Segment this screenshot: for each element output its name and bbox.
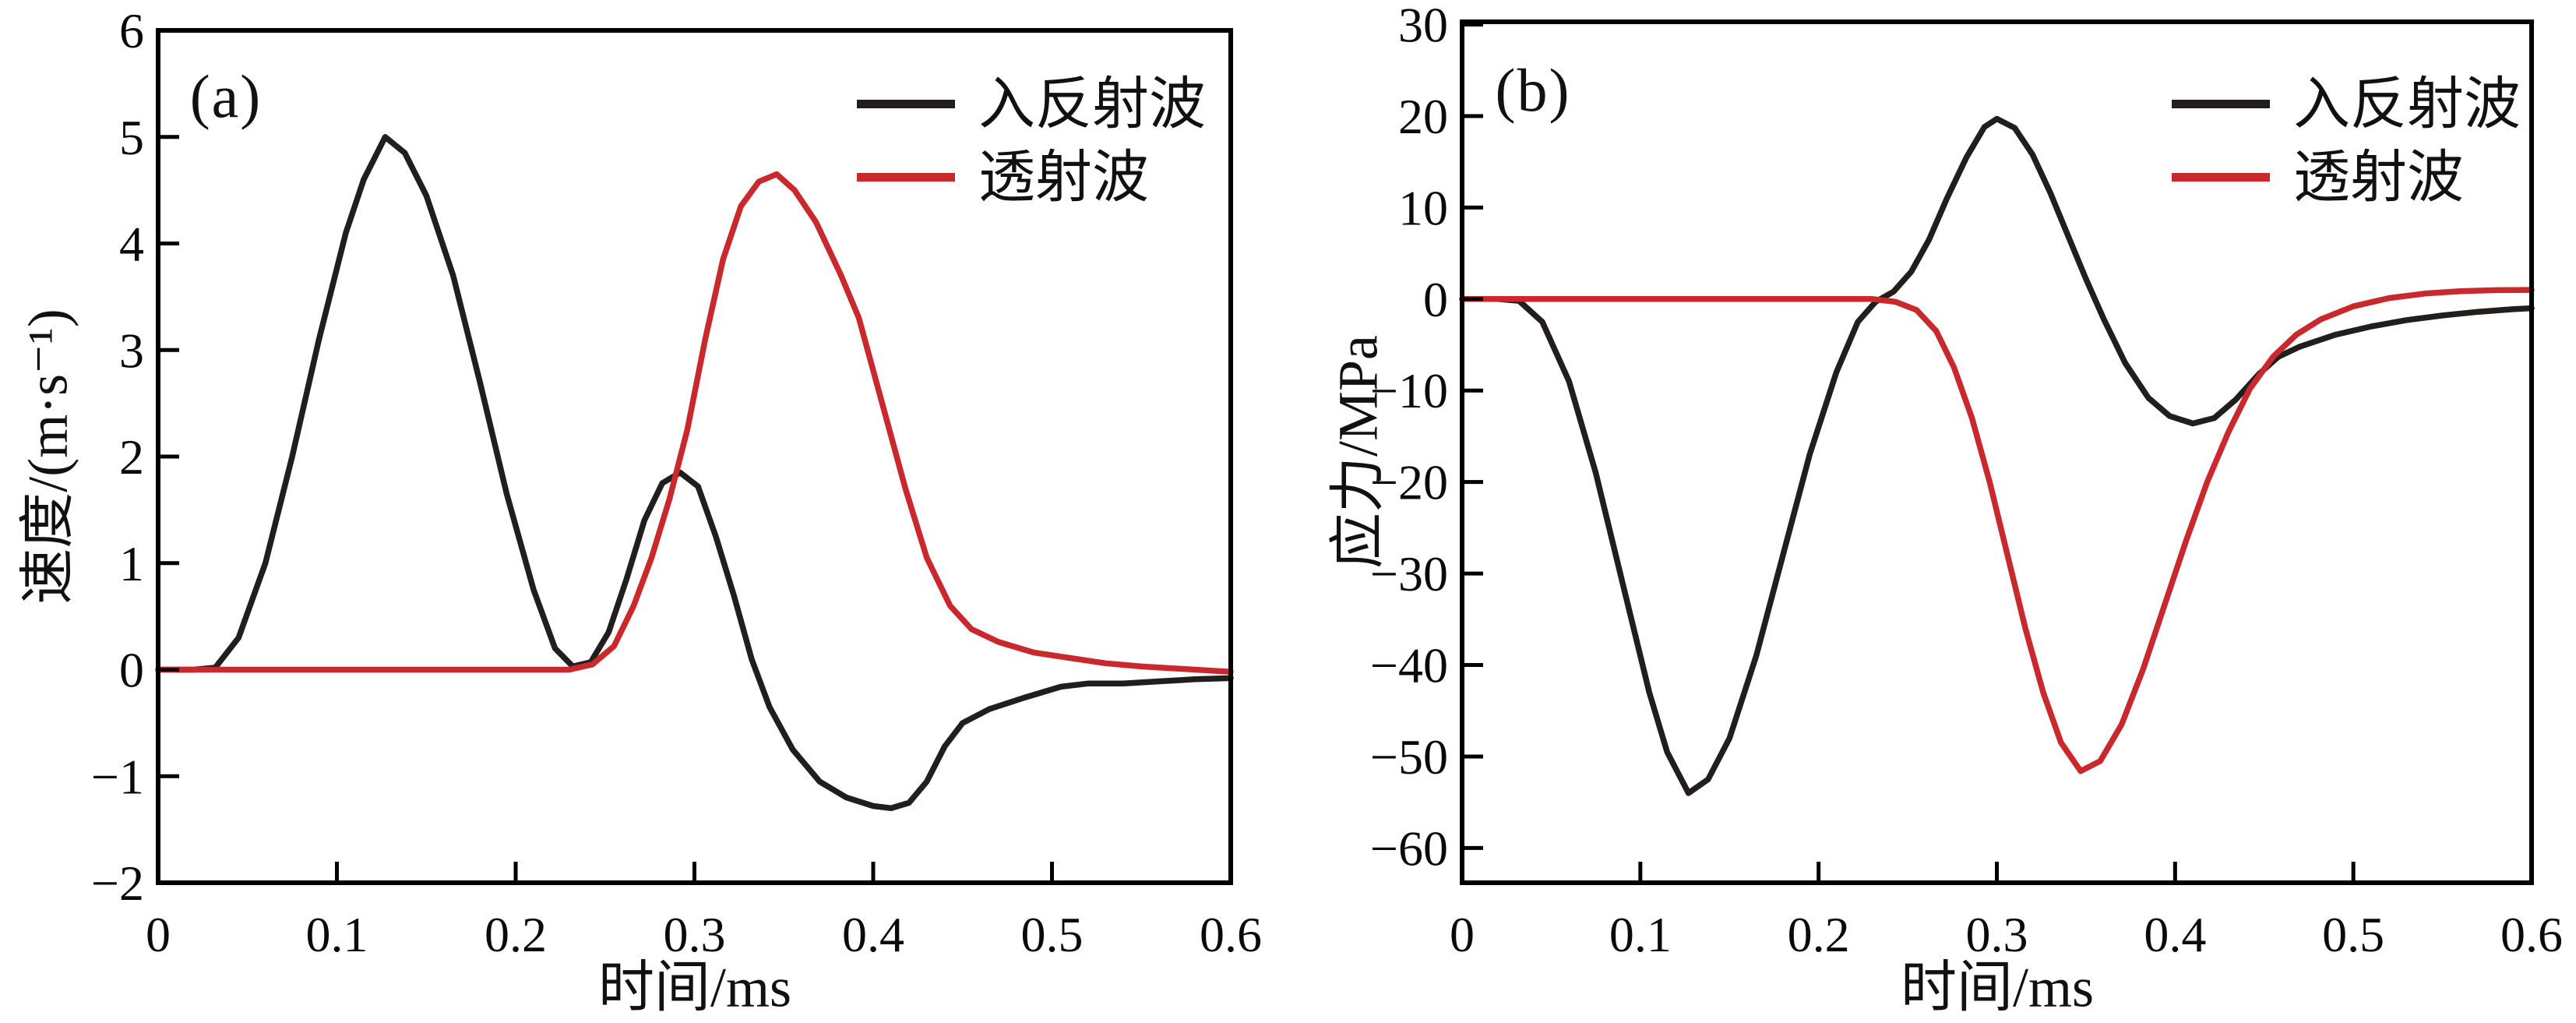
y-tick-label: 10 bbox=[1398, 180, 1448, 235]
transmitted-wave-legend-label: 透射波 bbox=[978, 145, 1149, 209]
panel-a-letter: (a) bbox=[189, 62, 263, 130]
legend-row-transmitted: 透射波 bbox=[2172, 140, 2521, 213]
incident-reflected-wave-line bbox=[1459, 115, 2535, 796]
incident-wave-legend-label: 入反射波 bbox=[978, 72, 1206, 136]
panel-a-y-axis-label: 速度/(m·s⁻¹) bbox=[16, 309, 79, 605]
transmitted-wave-line-swatch bbox=[857, 172, 955, 182]
x-tick-label: 0.3 bbox=[1966, 907, 2028, 962]
legend-row-incident: 入反射波 bbox=[857, 67, 1206, 140]
x-tick-label: 0.6 bbox=[2500, 907, 2563, 962]
panel-b-y-axis-label: 应力/MPa bbox=[1327, 334, 1390, 570]
legend-row-transmitted: 透射波 bbox=[857, 140, 1206, 213]
y-tick-label: 0 bbox=[119, 643, 144, 698]
y-tick-label: 20 bbox=[1398, 89, 1448, 144]
panel-a-legend: 入反射波 透射波 bbox=[857, 67, 1206, 213]
y-tick-label: 3 bbox=[119, 323, 144, 378]
x-tick-label: 0 bbox=[146, 907, 171, 962]
x-tick-label: 0.4 bbox=[842, 907, 904, 962]
y-tick-label: −40 bbox=[1370, 638, 1448, 693]
x-tick-label: 0.6 bbox=[1200, 907, 1262, 962]
y-tick-label: −20 bbox=[1370, 455, 1448, 510]
y-tick-label: 0 bbox=[1423, 272, 1448, 327]
panel-a: 0 0.1 0.2 0.3 0.4 0.5 0.6 −2 −1 0 1 2 3 4 5 6 (a) 速度/(m… bbox=[0, 0, 1288, 1021]
y-tick-label: 2 bbox=[119, 429, 144, 485]
y-tick-label: 6 bbox=[119, 3, 144, 58]
transmitted-wave-line-swatch bbox=[2172, 172, 2270, 182]
x-tick-label: 0.4 bbox=[2144, 907, 2206, 962]
y-tick-label: −10 bbox=[1370, 363, 1448, 418]
incident-wave-legend-label: 入反射波 bbox=[2293, 72, 2521, 136]
panel-b: 0 0.1 0.2 0.3 0.4 0.5 0.6 −60 −50 −40 −30 −20 −10 0 10… bbox=[1288, 0, 2576, 1021]
transmitted-wave-line bbox=[155, 171, 1234, 675]
x-tick-label: 0.5 bbox=[1021, 907, 1084, 962]
x-tick-label: 0.1 bbox=[1609, 907, 1672, 962]
y-tick-label: 30 bbox=[1398, 0, 1448, 53]
panel-a-plot: 0 0.1 0.2 0.3 0.4 0.5 0.6 −2 −1 0 1 2 3 4 5 6 bbox=[91, 3, 1262, 962]
x-tick-label: 0.3 bbox=[664, 907, 726, 962]
incident-wave-line-swatch bbox=[2172, 99, 2270, 108]
y-tick-label: −30 bbox=[1370, 546, 1448, 601]
panel-a-x-axis-label: 时间/ms bbox=[597, 956, 792, 1019]
transmitted-wave-legend-label: 透射波 bbox=[2293, 145, 2464, 209]
panel-b-legend: 入反射波 透射波 bbox=[2172, 67, 2521, 213]
x-tick-label: 0.2 bbox=[1788, 907, 1850, 962]
y-tick-label: 1 bbox=[119, 536, 144, 591]
legend-row-incident: 入反射波 bbox=[2172, 67, 2521, 140]
x-tick-label: 0 bbox=[1450, 907, 1475, 962]
y-tick-label: −2 bbox=[91, 855, 144, 911]
y-tick-label: 4 bbox=[119, 217, 144, 272]
panel-b-plot: 0 0.1 0.2 0.3 0.4 0.5 0.6 −60 −50 −40 −30 −20 −10 0 10… bbox=[1370, 0, 2563, 962]
incident-reflected-wave-line bbox=[155, 134, 1234, 812]
incident-wave-line-swatch bbox=[857, 99, 955, 108]
panel-b-letter: (b) bbox=[1495, 56, 1571, 124]
y-tick-label: −1 bbox=[91, 749, 144, 804]
panel-b-x-axis-label: 时间/ms bbox=[1900, 956, 2095, 1019]
y-tick-label: 5 bbox=[119, 110, 144, 165]
x-tick-label: 0.2 bbox=[485, 907, 547, 962]
y-tick-label: −60 bbox=[1370, 820, 1448, 876]
x-tick-label: 0.1 bbox=[306, 907, 368, 962]
transmitted-wave-line bbox=[1459, 287, 2535, 774]
x-tick-label: 0.5 bbox=[2322, 907, 2384, 962]
y-tick-label: −50 bbox=[1370, 729, 1448, 785]
